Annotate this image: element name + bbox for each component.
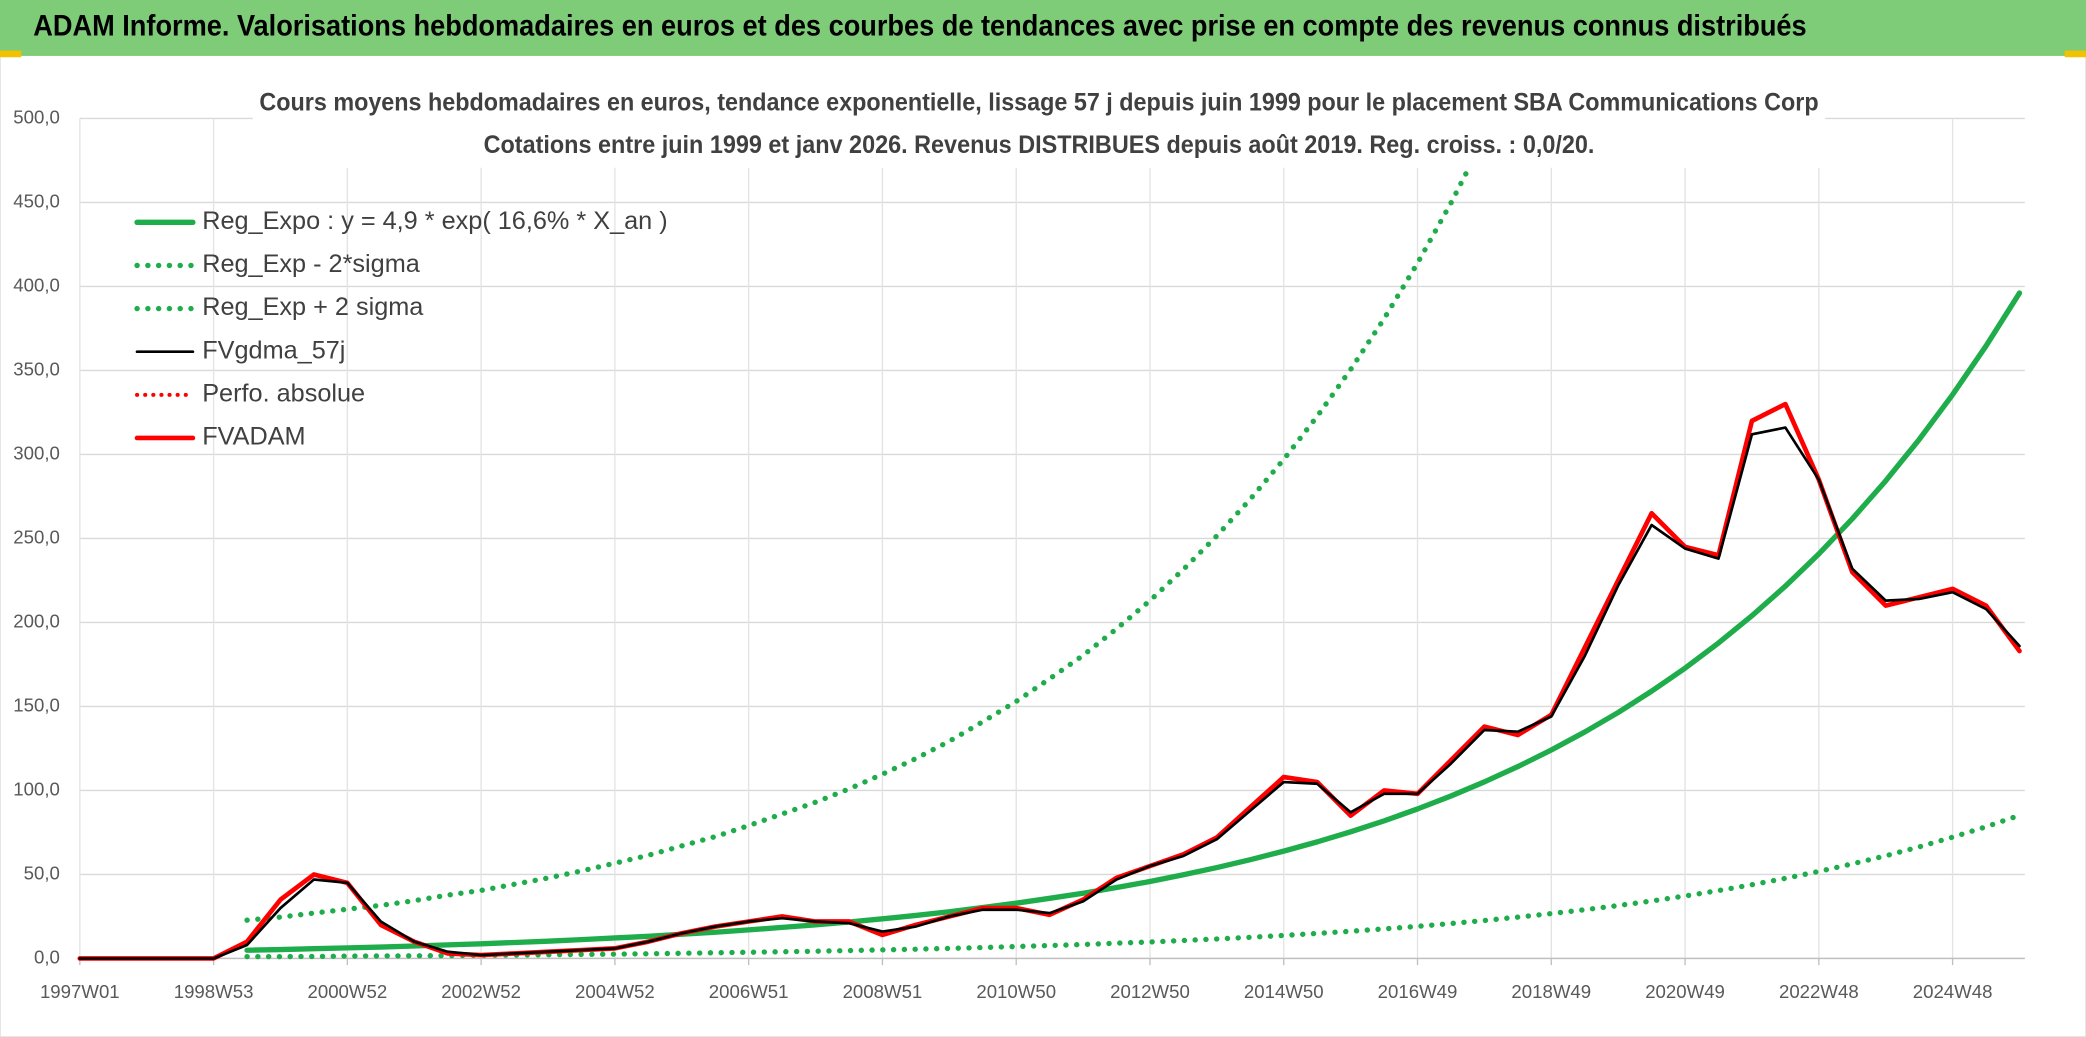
y-tick-label: 100,0 — [13, 778, 60, 799]
plot: 0,0 50,0 100,0 150,0 200,0 250,0 300,0 350,0 400… — [13, 106, 2025, 1002]
banner-title: ADAM Informe. Valorisations hebdomadaire… — [33, 11, 1806, 43]
x-tick-label: 1998W53 — [174, 981, 254, 1002]
y-tick-label: 300,0 — [13, 442, 60, 463]
x-tick-label: 2000W52 — [308, 981, 388, 1002]
x-tick-label: 2024W48 — [1913, 981, 1993, 1002]
x-tick-label: 2010W50 — [976, 981, 1056, 1002]
x-tick-label: 2016W49 — [1378, 981, 1458, 1002]
y-tick-label: 0,0 — [34, 946, 60, 967]
y-tick-label: 400,0 — [13, 274, 60, 295]
legend: Reg_Expo : y = 4,9 * exp( 16,6% * X_an )… — [134, 207, 668, 451]
y-tick-label: 250,0 — [13, 526, 60, 547]
y-tick-label: 50,0 — [24, 862, 60, 883]
y-tick-label: 150,0 — [13, 694, 60, 715]
legend-label: Reg_Exp - 2*sigma — [202, 250, 421, 278]
x-tick-label: 2006W51 — [709, 981, 789, 1002]
banner — [0, 0, 2086, 56]
title-box — [252, 82, 1826, 168]
y-tick-label: 200,0 — [13, 610, 60, 631]
x-tick-label: 2014W50 — [1244, 981, 1324, 1002]
chart-title: Cours moyens hebdomadaires en euros, ten… — [259, 89, 1818, 117]
legend-label: FVADAM — [202, 423, 305, 451]
chart-subtitle: Cotations entre juin 1999 et janv 2026. … — [484, 131, 1595, 159]
series-line — [244, 812, 2023, 960]
x-tick-label: 1997W01 — [40, 981, 120, 1002]
x-tick-label: 2008W51 — [843, 981, 923, 1002]
x-tick-label: 2004W52 — [575, 981, 655, 1002]
x-tick-label: 2018W49 — [1511, 981, 1591, 1002]
y-tick-label: 450,0 — [13, 190, 60, 211]
legend-label: Reg_Exp + 2 sigma — [202, 293, 424, 321]
x-tick-label: 2020W49 — [1645, 981, 1725, 1002]
legend-label: FVgdma_57j — [202, 336, 345, 364]
legend-label: Perfo. absolue — [202, 379, 365, 407]
corner — [0, 50, 22, 58]
legend-label: Reg_Expo : y = 4,9 * exp( 16,6% * X_an ) — [202, 207, 667, 235]
x-tick-label: 2002W52 — [441, 981, 521, 1002]
x-tick-label: 2012W50 — [1110, 981, 1190, 1002]
corner — [2064, 50, 2086, 58]
series-line — [244, 290, 2023, 953]
series-line — [78, 426, 2021, 960]
y-tick-label: 500,0 — [13, 106, 60, 127]
x-tick-label: 2022W48 — [1779, 981, 1859, 1002]
y-tick-label: 350,0 — [13, 358, 60, 379]
